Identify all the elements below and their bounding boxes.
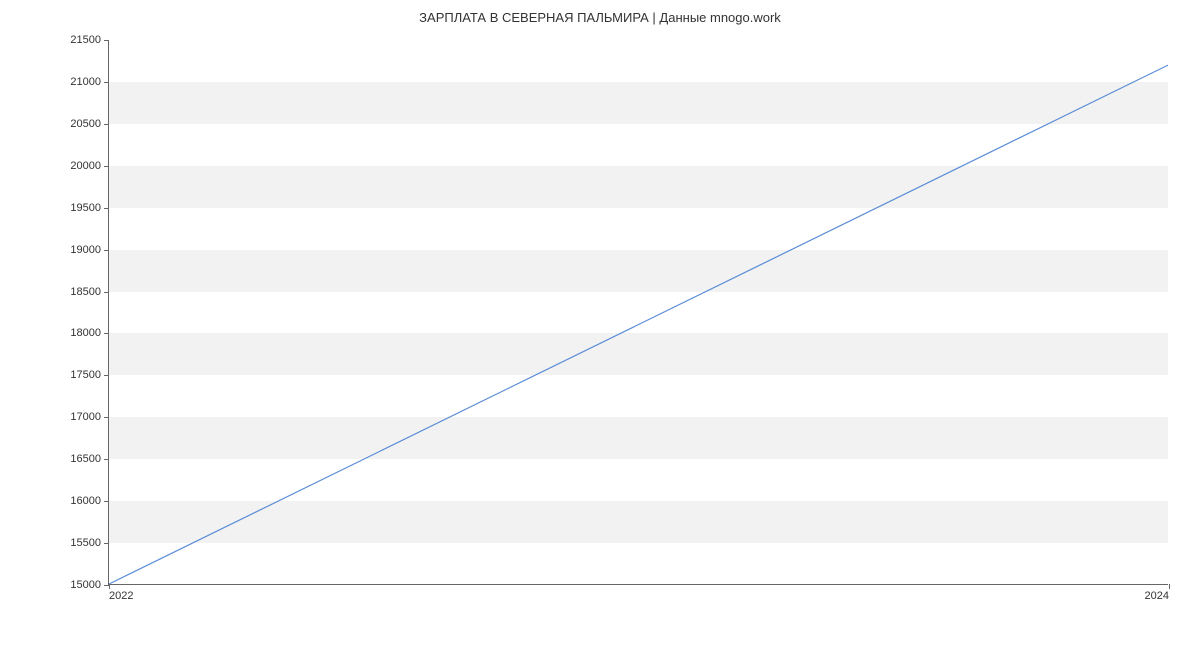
y-tick-mark	[104, 543, 109, 544]
y-tick-mark	[104, 40, 109, 41]
y-tick-label: 15500	[70, 537, 101, 549]
y-tick-label: 19000	[70, 244, 101, 256]
y-tick-label: 19500	[70, 202, 101, 214]
y-tick-mark	[104, 417, 109, 418]
y-tick-label: 15000	[70, 579, 101, 591]
y-tick-label: 17500	[70, 369, 101, 381]
y-tick-label: 17000	[70, 411, 101, 423]
y-tick-mark	[104, 501, 109, 502]
y-tick-mark	[104, 250, 109, 251]
x-tick-label: 2022	[109, 590, 133, 602]
x-tick-mark	[109, 584, 110, 589]
x-tick-label: 2024	[1145, 590, 1169, 602]
y-tick-label: 18000	[70, 327, 101, 339]
y-tick-mark	[104, 375, 109, 376]
y-tick-label: 16000	[70, 495, 101, 507]
y-tick-label: 21000	[70, 76, 101, 88]
y-tick-label: 20000	[70, 160, 101, 172]
y-tick-label: 18500	[70, 286, 101, 298]
y-tick-mark	[104, 166, 109, 167]
y-tick-mark	[104, 292, 109, 293]
chart-title: ЗАРПЛАТА В СЕВЕРНАЯ ПАЛЬМИРА | Данные mn…	[0, 10, 1200, 25]
series-line-salary	[109, 65, 1168, 584]
y-tick-label: 21500	[70, 34, 101, 46]
salary-line-chart: ЗАРПЛАТА В СЕВЕРНАЯ ПАЛЬМИРА | Данные mn…	[0, 0, 1200, 650]
y-tick-label: 16500	[70, 453, 101, 465]
y-tick-mark	[104, 82, 109, 83]
y-tick-mark	[104, 333, 109, 334]
y-tick-mark	[104, 208, 109, 209]
chart-line-layer	[109, 40, 1168, 584]
plot-area: 1500015500160001650017000175001800018500…	[108, 40, 1168, 585]
x-tick-mark	[1169, 584, 1170, 589]
y-tick-mark	[104, 459, 109, 460]
y-tick-mark	[104, 124, 109, 125]
y-tick-label: 20500	[70, 118, 101, 130]
